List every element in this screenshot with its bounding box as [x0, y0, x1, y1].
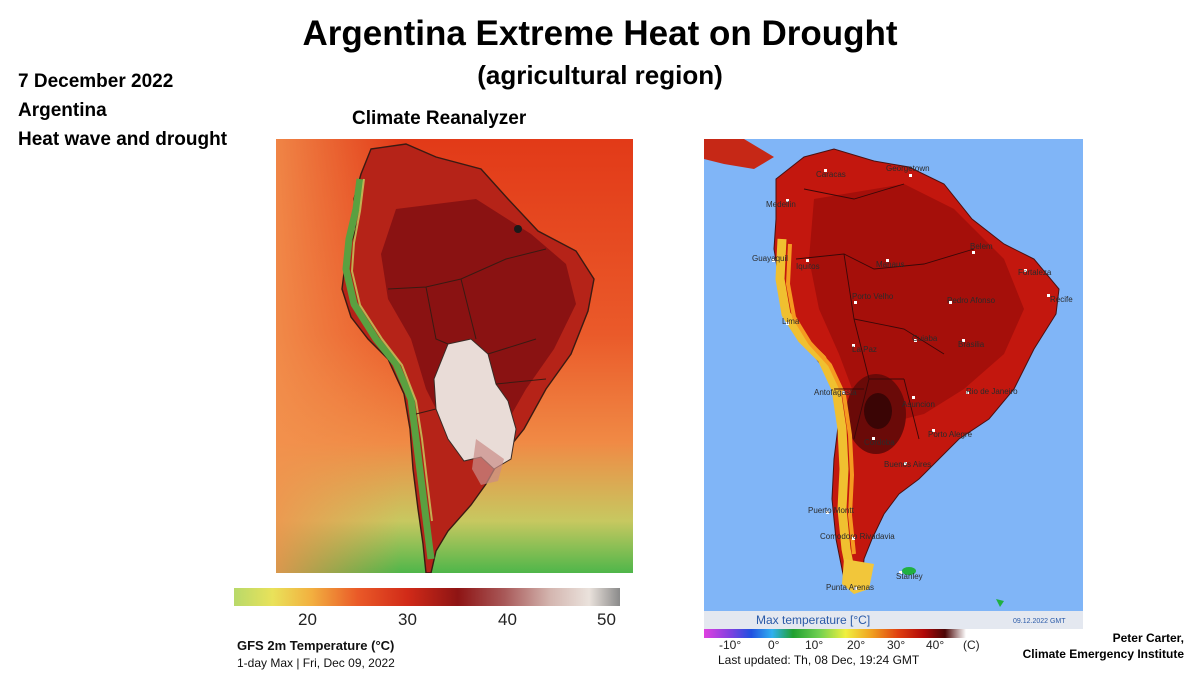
- legend-tick: 10°: [805, 638, 824, 652]
- reanalyzer-colorbar: [234, 588, 620, 606]
- page-subtitle: (agricultural region): [477, 60, 723, 90]
- city-label: Iquitos: [796, 262, 820, 271]
- legend-tick: 20°: [847, 638, 866, 652]
- max-temp-ticks: -10° 0° 10° 20° 30° 40° (C): [704, 638, 1004, 652]
- city-label: Porto Velho: [852, 292, 894, 301]
- colorbar-tick: 30: [398, 610, 417, 629]
- city-label: Fortaleza: [1018, 268, 1052, 277]
- city-label: Caracas: [816, 170, 846, 179]
- colorbar-tick: 40: [498, 610, 517, 629]
- colorbar-tick: 20: [298, 610, 317, 629]
- city-label: Cordoba: [864, 438, 895, 447]
- reanalyzer-colorbar-ticks: 20 30 40 50: [234, 610, 634, 632]
- legend-tick: -10°: [719, 638, 742, 652]
- city-label: Recife: [1050, 295, 1073, 304]
- city-label: Brasilia: [958, 340, 985, 349]
- city-markers: [772, 169, 1050, 590]
- city-label: Belem: [970, 242, 993, 251]
- legend-header: [704, 611, 1083, 629]
- city-label: La Paz: [852, 345, 877, 354]
- max-temp-map-svg: Caracas Georgetown Medellin Guayaquil Iq…: [704, 139, 1083, 629]
- city-label: Puerto Montt: [808, 506, 855, 515]
- colorbar-tick: 50: [597, 610, 616, 629]
- city-label: Punta Arenas: [826, 583, 874, 592]
- city-label: Stanley: [896, 572, 923, 581]
- city-label: Pedro Afonso: [947, 296, 996, 305]
- event-date: 7 December 2022: [18, 71, 174, 92]
- legend-tick: 30°: [887, 638, 906, 652]
- event-country: Argentina: [18, 100, 107, 121]
- city-label: Manaus: [876, 260, 904, 269]
- reanalyzer-caption-sub: 1-day Max | Fri, Dec 09, 2022: [237, 656, 395, 670]
- legend-tick: 40°: [926, 638, 945, 652]
- last-updated: Last updated: Th, 08 Dec, 19:24 GMT: [718, 653, 920, 667]
- city-label: Cuiaba: [912, 334, 938, 343]
- reanalyzer-map-svg: [276, 139, 633, 573]
- event-type: Heat wave and drought: [18, 129, 228, 150]
- legend-tick: 0°: [768, 638, 780, 652]
- reanalyzer-map: [276, 139, 633, 573]
- credit-name: Peter Carter,: [1112, 631, 1184, 645]
- credit: Peter Carter, Climate Emergency Institut…: [1023, 630, 1184, 662]
- andes-strip: [342, 178, 435, 560]
- reanalyzer-caption: GFS 2m Temperature (°C): [237, 638, 395, 653]
- city-label: Comodoro Rivadavia: [820, 532, 895, 541]
- max-temp-map: Caracas Georgetown Medellin Guayaquil Iq…: [704, 139, 1083, 629]
- city-label: Rio de Janeiro: [966, 387, 1018, 396]
- date-stamp: 09.12.2022 GMT: [1013, 618, 1066, 625]
- city-label: Lima: [782, 317, 800, 326]
- legend-title: Max temperature [°C]: [756, 613, 870, 627]
- city-label: Antofagasta: [814, 388, 857, 397]
- credit-org: Climate Emergency Institute: [1022, 647, 1184, 661]
- legend-unit: (C): [963, 638, 980, 652]
- city-label: Georgetown: [886, 164, 930, 173]
- source-label: Climate Reanalyzer: [352, 108, 527, 129]
- city-label: Guayaquil: [752, 254, 788, 263]
- city-label: Porto Alegre: [928, 430, 973, 439]
- city-label: Asuncion: [902, 400, 935, 409]
- city-label: Medellin: [766, 200, 796, 209]
- event-info: 7 December 2022 Argentina Heat wave and …: [18, 67, 227, 154]
- page-title: Argentina Extreme Heat on Drought: [302, 14, 898, 53]
- max-temp-colorbar: [704, 629, 994, 638]
- city-label: Buenos Aires: [884, 460, 931, 469]
